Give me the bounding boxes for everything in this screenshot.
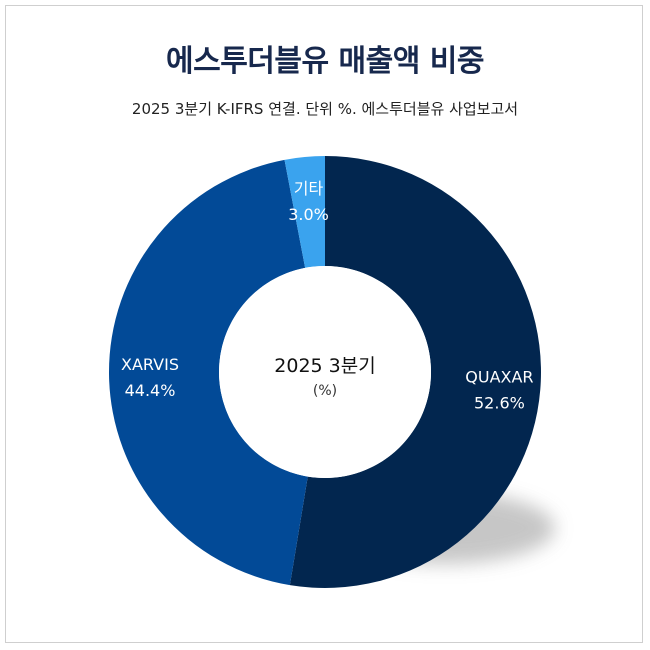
slice-1-category-label: QUAXAR xyxy=(465,367,533,386)
chart-subtitle: 2025 3분기 K-IFRS 연결. 단위 %. 에스투더블유 사업보고서 xyxy=(131,100,519,118)
slice-3-category-label: 기타 xyxy=(294,179,324,198)
donut-hole xyxy=(219,266,431,478)
slice-2 xyxy=(109,159,308,586)
chart-title: 에스투더블유 매출액 비중 xyxy=(166,44,485,79)
slice-2-value-label: 44.4% xyxy=(125,381,176,400)
slice-2-category-label: XARVIS xyxy=(121,355,179,374)
slice-1-value-label: 52.6% xyxy=(474,393,525,412)
donut-slices xyxy=(109,156,542,588)
slice-labels: QUAXAR 52.6% XARVIS 44.4% 기타 3.0% xyxy=(121,179,534,413)
center-unit: (%) xyxy=(313,383,337,399)
slice-3-value-label: 3.0% xyxy=(288,205,329,224)
slice-3 xyxy=(284,156,325,268)
slice-1 xyxy=(289,156,542,588)
center-label: 2025 3분기 xyxy=(274,355,375,377)
